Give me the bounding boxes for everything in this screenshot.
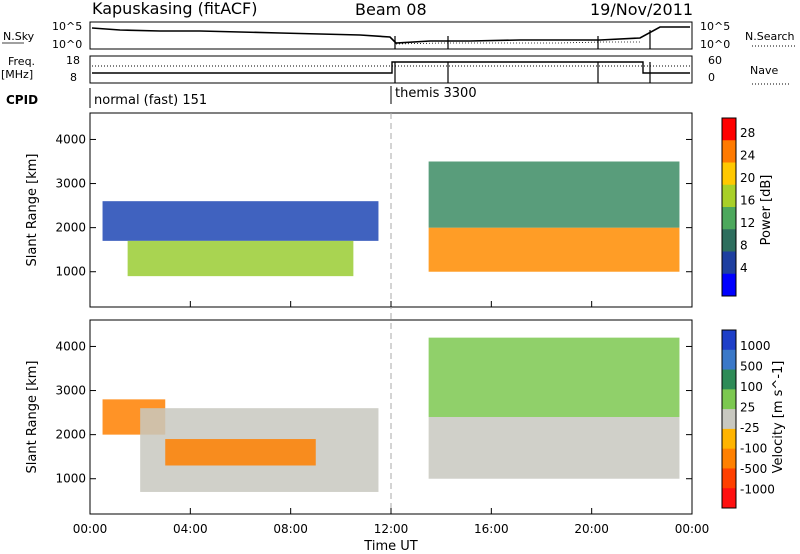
nave-tick-top: 60 xyxy=(708,54,722,67)
velocity-ylabel: Slant Range [km] xyxy=(25,361,40,474)
nsearch-tick-bottom: 10^0 xyxy=(700,38,730,51)
cpid-segment-1: normal (fast) 151 xyxy=(94,93,207,108)
cpid-label: CPID xyxy=(6,93,38,107)
velocity-ytick-label-1: 2000 xyxy=(55,428,86,442)
x-tick-label-1: 04:00 xyxy=(173,522,208,536)
velocity-colorbar-tick-5: -100 xyxy=(740,442,767,456)
velocity-region-4 xyxy=(428,337,680,417)
velocity-colorbar-tick-2: 100 xyxy=(740,380,763,394)
power-colorbar-label: Power [dB] xyxy=(759,175,774,246)
beam-title: Beam 08 xyxy=(355,0,427,19)
velocity-colorbar-swatch-6 xyxy=(722,448,736,469)
freq-tick-top: 18 xyxy=(66,54,80,67)
velocity-colorbar-label: Velocity [m s^-1] xyxy=(771,361,786,474)
velocity-y-ticks: 1000 2000 3000 4000 xyxy=(55,339,692,486)
power-colorbar-swatch-2 xyxy=(722,162,736,186)
power-colorbar-swatch-0 xyxy=(722,118,736,141)
power-ytick-label-0: 1000 xyxy=(55,265,86,279)
nsky-label: N.Sky xyxy=(3,30,35,43)
velocity-colorbar-tick-0: 1000 xyxy=(740,339,771,353)
power-colorbar-tick-4: 12 xyxy=(740,216,755,230)
velocity-ytick-label-3: 4000 xyxy=(55,339,86,353)
power-region-3 xyxy=(428,161,680,228)
velocity-colorbar-swatch-8 xyxy=(722,488,736,509)
x-tick-label-2: 08:00 xyxy=(273,522,308,536)
freq-panel: Freq. [MHz] 18 8 60 0 Nave xyxy=(1,54,790,85)
velocity-region-3 xyxy=(428,417,680,479)
power-ytick-label-1: 2000 xyxy=(55,221,86,235)
velocity-colorbar: 1000 500 100 25 -25 -100 -500 -1000 xyxy=(721,329,775,509)
power-colorbar-tick-3: 16 xyxy=(740,194,755,208)
nsky-panel: N.Sky 10^5 10^0 10^5 10^0 N.Search xyxy=(2,20,795,51)
velocity-colorbar-swatch-7 xyxy=(722,468,736,489)
velocity-colorbar-tick-3: 25 xyxy=(740,401,755,415)
power-colorbar: 28 24 20 16 12 8 4 xyxy=(721,117,755,297)
nsky-tick-top: 10^5 xyxy=(52,20,82,33)
power-colorbar-swatch-5 xyxy=(722,229,736,252)
velocity-colorbar-swatch-0 xyxy=(722,330,736,351)
power-region-1 xyxy=(127,240,354,277)
power-region-2 xyxy=(428,227,680,272)
velocity-colorbar-swatch-4 xyxy=(722,409,736,430)
nsearch-label: N.Search xyxy=(745,30,795,43)
velocity-region-2 xyxy=(165,439,316,466)
velocity-colorbar-swatch-5 xyxy=(722,428,736,450)
power-data-layer xyxy=(102,161,680,277)
velocity-colorbar-swatch-1 xyxy=(722,349,736,371)
velocity-colorbar-tick-6: -500 xyxy=(740,462,767,476)
velocity-colorbar-tick-4: -25 xyxy=(740,421,760,435)
power-panel: 1000 2000 3000 4000 Slant Range [km] 28 24 20… xyxy=(25,112,774,308)
x-tick-label-3: 12:00 xyxy=(374,522,409,536)
cpid-strip: CPID normal (fast) 151 themis 3300 xyxy=(6,86,477,108)
power-colorbar-swatch-1 xyxy=(722,140,736,163)
power-region-0 xyxy=(102,201,379,241)
power-y-ticks: 1000 2000 3000 4000 xyxy=(55,132,692,279)
velocity-ytick-label-0: 1000 xyxy=(55,472,86,486)
velocity-ytick-label-2: 3000 xyxy=(55,384,86,398)
power-colorbar-tick-5: 8 xyxy=(740,239,748,253)
power-colorbar-tick-2: 20 xyxy=(740,171,755,185)
power-colorbar-swatch-6 xyxy=(722,251,736,275)
power-colorbar-tick-6: 4 xyxy=(740,261,748,275)
velocity-data-layer xyxy=(102,337,680,492)
freq-label: Freq. xyxy=(8,55,35,68)
power-ytick-label-3: 4000 xyxy=(55,132,86,146)
power-colorbar-swatch-3 xyxy=(722,184,736,208)
x-axis-label: Time UT xyxy=(363,539,417,554)
nave-tick-bottom: 0 xyxy=(708,71,715,84)
freq-tick-bottom: 8 xyxy=(70,71,77,84)
x-axis: 00:00 04:00 08:00 12:00 16:00 20:00 00:00 xyxy=(73,301,710,536)
power-colorbar-swatch-4 xyxy=(722,207,736,230)
power-colorbar-tick-0: 28 xyxy=(740,126,755,140)
x-tick-label-6: 00:00 xyxy=(675,522,710,536)
nave-label: Nave xyxy=(750,64,778,77)
cpid-segment-2: themis 3300 xyxy=(395,86,477,101)
velocity-colorbar-tick-1: 500 xyxy=(740,360,763,374)
station-title: Kapuskasing (fitACF) xyxy=(92,0,257,18)
velocity-colorbar-swatch-3 xyxy=(722,389,736,410)
velocity-colorbar-swatch-2 xyxy=(722,369,736,390)
power-ytick-label-2: 3000 xyxy=(55,177,86,191)
power-colorbar-swatch-7 xyxy=(722,273,736,297)
velocity-panel: 1000 2000 3000 4000 Slant Range [km] 1000 50… xyxy=(25,319,786,515)
date-title: 19/Nov/2011 xyxy=(590,0,693,19)
power-colorbar-tick-1: 24 xyxy=(740,149,755,163)
velocity-colorbar-tick-7: -1000 xyxy=(740,483,775,497)
freq-unit: [MHz] xyxy=(1,68,33,81)
nsearch-tick-top: 10^5 xyxy=(700,20,730,33)
power-ylabel: Slant Range [km] xyxy=(25,154,40,267)
x-tick-label-0: 00:00 xyxy=(73,522,108,536)
x-tick-label-5: 20:00 xyxy=(574,522,609,536)
x-tick-label-4: 16:00 xyxy=(474,522,509,536)
nsky-tick-bottom: 10^0 xyxy=(52,38,82,51)
